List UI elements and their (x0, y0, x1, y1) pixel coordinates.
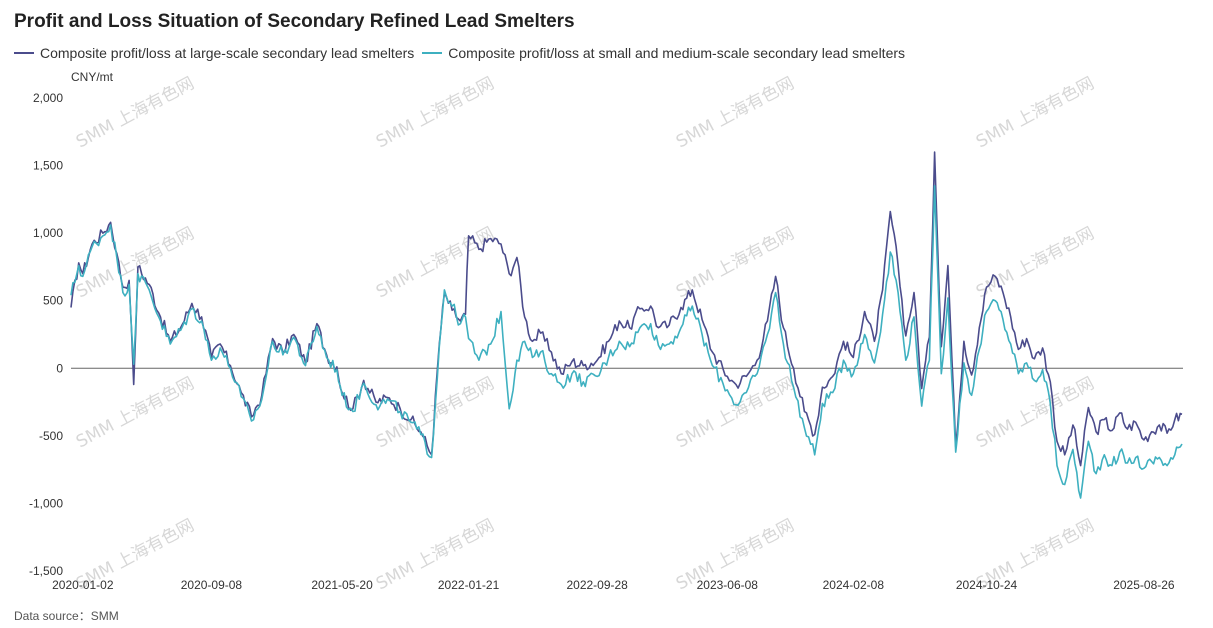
legend-swatch-large (14, 52, 34, 54)
watermark: SMM 上海有色网 (673, 373, 798, 452)
y-tick-label: 2,000 (33, 91, 63, 105)
watermark: SMM 上海有色网 (973, 73, 1098, 152)
watermark: SMM 上海有色网 (73, 73, 198, 152)
x-tick-label: 2024-10-24 (956, 578, 1018, 592)
y-tick-label: 1,000 (33, 226, 63, 240)
x-tick-label: 2020-01-02 (52, 578, 114, 592)
legend-swatch-small (422, 52, 443, 54)
chart-legend: Composite profit/loss at large-scale sec… (14, 45, 913, 61)
watermark: SMM 上海有色网 (373, 223, 498, 302)
x-tick-label: 2022-09-28 (566, 578, 628, 592)
x-tick-label: 2020-09-08 (181, 578, 243, 592)
legend-label-small: Composite profit/loss at small and mediu… (448, 45, 906, 61)
chart-title: Profit and Loss Situation of Secondary R… (14, 11, 575, 32)
watermark: SMM 上海有色网 (973, 373, 1098, 452)
x-tick-label: 2025-08-26 (1113, 578, 1175, 592)
y-tick-label: 0 (56, 361, 63, 375)
y-tick-label: -1,500 (29, 564, 63, 578)
series-line-large (70, 151, 1183, 467)
y-tick-label: -500 (39, 429, 63, 443)
x-tick-label: 2022-01-21 (438, 578, 500, 592)
watermark: SMM 上海有色网 (973, 223, 1098, 302)
y-tick-label: -1,000 (29, 496, 63, 510)
x-tick-label: 2024-02-08 (823, 578, 885, 592)
y-tick-label: 1,500 (33, 159, 63, 173)
legend-label-large: Composite profit/loss at large-scale sec… (40, 45, 415, 61)
legend-item-small[interactable]: Composite profit/loss at small and mediu… (422, 45, 905, 61)
x-tick-label: 2021-05-20 (311, 578, 373, 592)
x-tick-label: 2023-06-08 (697, 578, 759, 592)
y-tick-label: 500 (43, 294, 63, 308)
series-line-small (70, 185, 1183, 499)
watermark: SMM 上海有色网 (673, 73, 798, 152)
y-axis-unit: CNY/mt (71, 70, 113, 84)
data-source: Data source：SMM (14, 609, 119, 623)
watermark: SMM 上海有色网 (73, 373, 198, 452)
watermark: SMM 上海有色网 (373, 73, 498, 152)
watermark: SMM 上海有色网 (73, 223, 198, 302)
legend-item-large[interactable]: Composite profit/loss at large-scale sec… (14, 45, 414, 61)
